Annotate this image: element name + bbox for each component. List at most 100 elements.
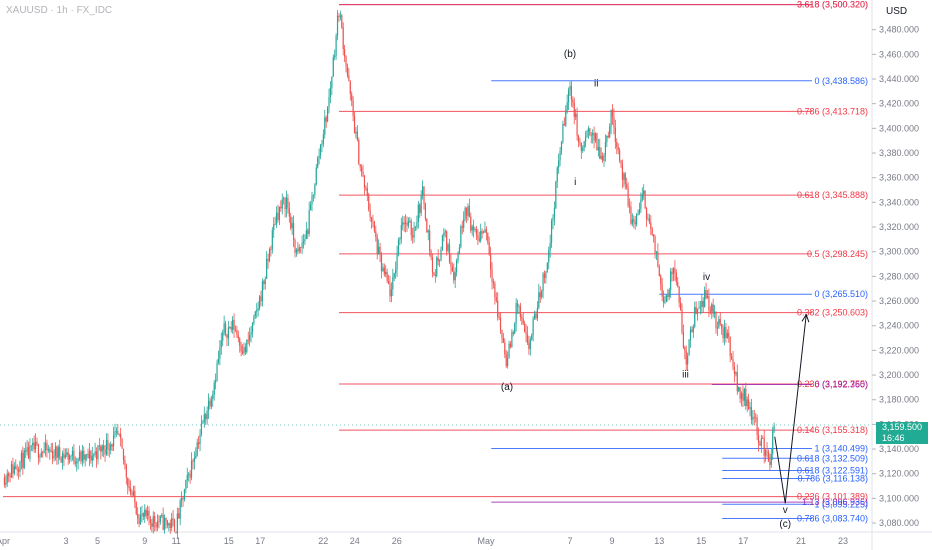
candle-body [562, 123, 564, 142]
candle-body [607, 135, 609, 138]
candle-body [424, 203, 427, 219]
candle-body [586, 131, 588, 138]
candle-body [261, 281, 264, 302]
candle-body [767, 451, 770, 462]
y-tick-label: 3,340.000 [879, 197, 919, 207]
candle-body [463, 219, 465, 228]
candle-body [5, 482, 7, 485]
fib-level-label: 0.236 (3,192.755) [797, 379, 868, 389]
candle-body [623, 173, 625, 180]
candle-body [441, 235, 444, 250]
candle-body [135, 502, 137, 515]
candle-body [414, 227, 417, 229]
fib-level-label: 0 (3,265.510) [814, 289, 868, 299]
candle-body [315, 167, 317, 185]
candle-body [30, 445, 32, 447]
last-price-value: 3,159.500 [882, 422, 923, 432]
candle-body [729, 336, 731, 357]
candle-body [230, 327, 232, 330]
candle-body [107, 439, 109, 450]
candle-body [118, 433, 120, 435]
candle-body [76, 462, 78, 464]
candle-body [748, 399, 750, 409]
candle-body [759, 443, 761, 446]
candle-body [533, 313, 536, 319]
candle-body [69, 456, 71, 460]
candle-body [711, 304, 713, 312]
fib-level-label: 0.618 (3,132.509) [797, 453, 868, 463]
candle-body [37, 444, 40, 458]
candle-body [283, 198, 285, 200]
fib-level-label: 0 (3,438.586) [814, 76, 868, 86]
candle-body [217, 358, 220, 363]
candle-body [396, 254, 398, 270]
candle-body [501, 330, 503, 338]
candle-body [705, 289, 707, 299]
candle-body [86, 453, 88, 455]
candle-body [735, 372, 737, 374]
y-tick-label: 3,100.000 [879, 493, 919, 503]
candle-body [307, 230, 309, 234]
candle-body [334, 55, 336, 58]
candle-body [145, 509, 147, 516]
x-tick-label: 23 [838, 536, 848, 546]
candle-body [633, 219, 635, 222]
candle-body [304, 238, 306, 242]
y-tick-label: 3,420.000 [879, 99, 919, 109]
candle-body [393, 273, 395, 278]
candle-body [42, 452, 44, 454]
candle-body [159, 515, 161, 522]
candle-body [647, 218, 649, 220]
fib-level-label: 1 (3,140.499) [814, 443, 868, 453]
candle-body [695, 307, 697, 314]
candle-body [773, 425, 775, 431]
candle-body [461, 226, 463, 228]
candle-body [682, 332, 684, 348]
candle-body [742, 393, 744, 401]
candle-body [446, 231, 448, 251]
candle-body [137, 514, 139, 519]
candle-body [721, 323, 723, 329]
candle-body [684, 347, 686, 351]
candle-body [470, 216, 472, 231]
candle-body [539, 292, 541, 298]
candle-body [141, 513, 143, 516]
candle-body [653, 234, 655, 237]
candle-body [609, 126, 611, 138]
candle-body [205, 414, 207, 420]
wave-label: iii [682, 370, 689, 381]
candle-body [672, 268, 675, 275]
candle-body [558, 160, 560, 168]
wave-label: iv [703, 272, 710, 283]
candle-body [624, 173, 626, 185]
candle-body [611, 109, 614, 117]
candle-body [203, 414, 205, 423]
candle-body [616, 141, 618, 147]
candle-body [413, 227, 415, 238]
candle-body [240, 345, 242, 352]
x-tick-label: 9 [609, 536, 614, 546]
candle-body [375, 231, 377, 238]
candle-body [423, 186, 425, 204]
candle-body [538, 292, 540, 308]
candle-body [44, 442, 47, 450]
candle-body [25, 450, 27, 452]
candle-body [171, 518, 173, 529]
wave-label: i [574, 177, 576, 188]
candle-body [163, 517, 166, 530]
candle-body [579, 141, 581, 143]
candle-body [281, 199, 283, 209]
candle-body [453, 271, 455, 281]
candle-body [706, 296, 709, 299]
candle-body [181, 498, 183, 501]
candle-body [419, 204, 421, 213]
candle-body [505, 354, 507, 366]
candle-body [285, 197, 288, 210]
candle-body [290, 216, 292, 229]
candle-body [190, 460, 193, 478]
candle-body [10, 464, 13, 478]
candle-body [148, 510, 150, 520]
candle-body [356, 131, 358, 141]
candle-body [738, 386, 740, 392]
